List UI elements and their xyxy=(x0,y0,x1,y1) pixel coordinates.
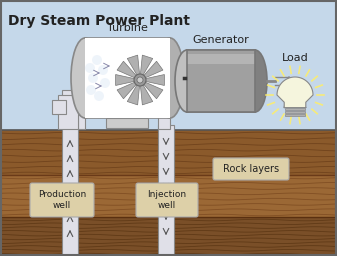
Bar xyxy=(0,175,337,217)
Circle shape xyxy=(137,77,143,83)
Polygon shape xyxy=(127,83,140,105)
Circle shape xyxy=(94,91,104,101)
Bar xyxy=(285,114,305,116)
Text: Rock layers: Rock layers xyxy=(223,164,279,174)
Bar xyxy=(58,95,78,129)
Circle shape xyxy=(86,85,96,95)
Bar xyxy=(106,118,148,128)
Bar xyxy=(52,100,66,114)
Bar xyxy=(158,115,170,129)
Text: Load: Load xyxy=(282,53,308,63)
Circle shape xyxy=(92,55,102,65)
Polygon shape xyxy=(127,55,140,77)
Bar xyxy=(187,54,255,64)
Bar xyxy=(78,115,85,129)
Text: Turbine: Turbine xyxy=(107,23,148,33)
FancyBboxPatch shape xyxy=(30,183,94,217)
Bar xyxy=(0,217,337,256)
Text: Dry Steam Power Plant: Dry Steam Power Plant xyxy=(8,14,190,28)
Polygon shape xyxy=(117,81,137,99)
Polygon shape xyxy=(117,61,137,79)
Circle shape xyxy=(134,74,146,86)
Bar xyxy=(62,90,78,256)
Circle shape xyxy=(100,78,110,88)
Bar xyxy=(85,38,170,118)
Circle shape xyxy=(85,63,95,73)
Bar xyxy=(187,50,255,112)
Circle shape xyxy=(88,73,98,83)
FancyBboxPatch shape xyxy=(213,158,289,180)
Bar xyxy=(187,50,255,112)
Circle shape xyxy=(98,65,108,75)
Bar xyxy=(0,0,337,130)
Polygon shape xyxy=(144,74,164,86)
Bar xyxy=(187,50,255,112)
Ellipse shape xyxy=(156,38,184,118)
Polygon shape xyxy=(116,74,136,86)
Text: Injection
well: Injection well xyxy=(148,190,187,210)
Polygon shape xyxy=(143,61,163,79)
Text: Generator: Generator xyxy=(193,35,249,45)
Bar xyxy=(285,108,305,110)
Ellipse shape xyxy=(243,50,267,112)
Polygon shape xyxy=(140,55,153,77)
Text: Production
well: Production well xyxy=(38,190,86,210)
Polygon shape xyxy=(140,83,153,105)
Bar xyxy=(158,125,174,256)
Ellipse shape xyxy=(175,50,199,112)
Bar xyxy=(0,130,337,175)
Bar xyxy=(85,38,170,118)
Polygon shape xyxy=(143,81,163,99)
Polygon shape xyxy=(277,77,313,108)
FancyBboxPatch shape xyxy=(136,183,198,217)
Ellipse shape xyxy=(71,38,99,118)
Bar xyxy=(285,111,305,113)
